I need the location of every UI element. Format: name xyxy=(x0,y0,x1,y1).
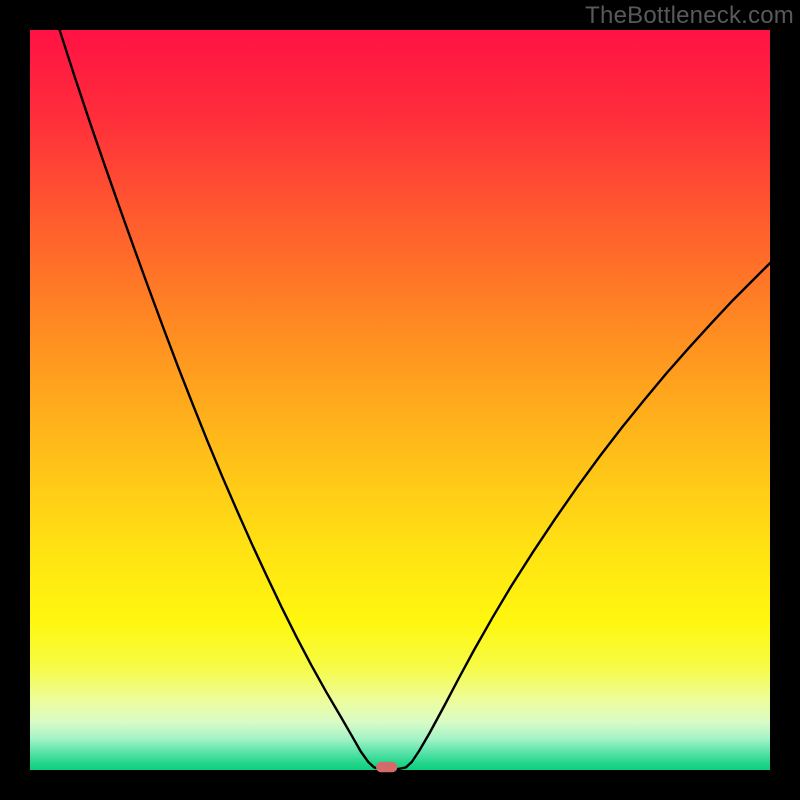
plot-background xyxy=(30,30,770,770)
chart-container: TheBottleneck.com xyxy=(0,0,800,800)
watermark-text: TheBottleneck.com xyxy=(585,0,800,30)
optimum-marker xyxy=(376,762,397,772)
bottleneck-chart xyxy=(0,0,800,800)
